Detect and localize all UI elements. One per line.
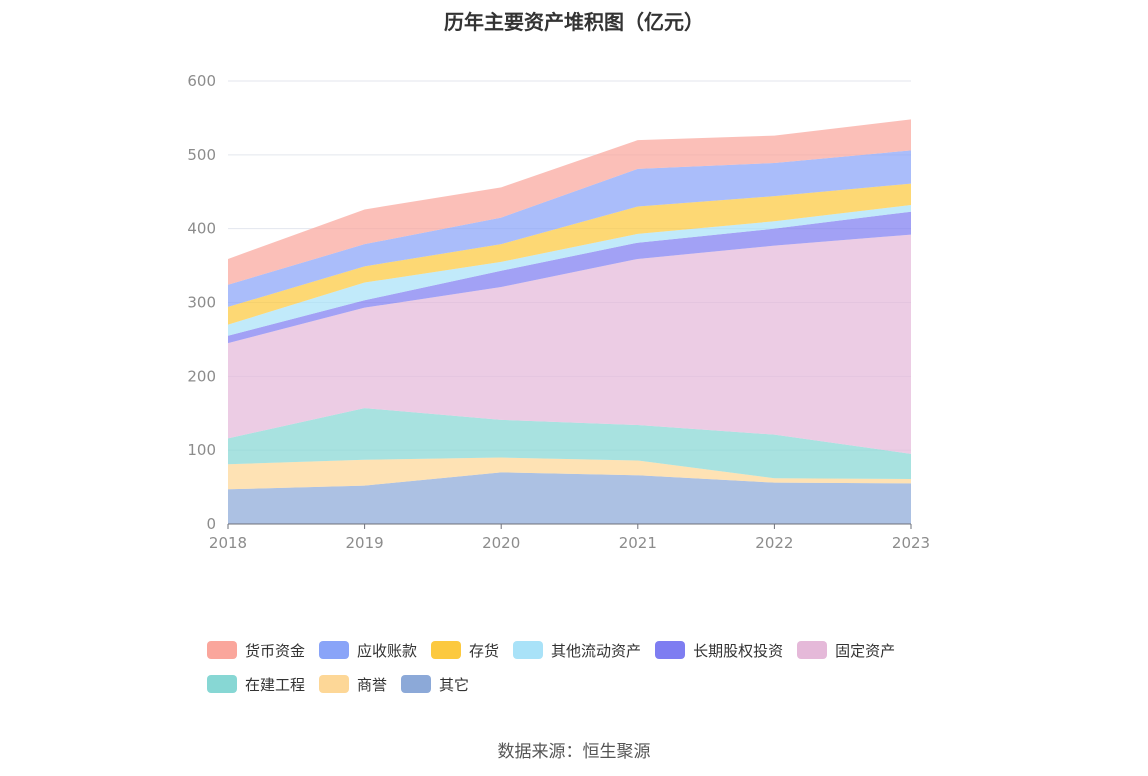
chart-title: 历年主要资产堆积图（亿元） (444, 10, 704, 34)
x-tick-label: 2020 (482, 534, 520, 552)
legend-label: 其他流动资产 (551, 641, 642, 660)
area-series-7 (228, 150, 911, 307)
y-tick-label: 300 (187, 294, 216, 312)
legend-swatch (319, 641, 350, 659)
y-tick-label: 200 (187, 367, 216, 385)
legend-label: 长期股权投资 (693, 641, 784, 660)
legend-label: 应收账款 (357, 641, 418, 660)
x-tick-label: 2021 (619, 534, 657, 552)
legend-item[interactable]: 应收账款 (319, 638, 417, 662)
x-tick-label: 2023 (892, 534, 930, 552)
y-tick-label: 400 (187, 220, 216, 238)
legend-item[interactable]: 其他流动资产 (513, 638, 641, 662)
axes: 0 100 200 300 400 500 600 2018 2019 2020 2021 2022 2… (187, 72, 930, 552)
legend-label: 固定资产 (835, 641, 896, 660)
y-tick-label: 0 (206, 515, 216, 533)
area-series-1 (228, 457, 911, 490)
legend-label: 货币资金 (245, 641, 306, 660)
y-tick-label: 600 (187, 72, 216, 90)
x-tick-label: 2019 (346, 534, 384, 552)
legend: 货币资金 应收账款 存货 其他流动资产 长期股权投资 固定资产在建工程 商誉 其它 (207, 638, 967, 706)
x-tick-label: 2018 (209, 534, 247, 552)
y-tick-label: 500 (187, 146, 216, 164)
legend-item[interactable]: 长期股权投资 (655, 638, 783, 662)
area-series-3 (228, 234, 911, 454)
legend-label: 商誉 (357, 675, 388, 694)
area-series-5 (228, 205, 911, 336)
legend-item[interactable]: 固定资产 (797, 638, 895, 662)
legend-swatch (207, 675, 237, 693)
stacked-area-chart: 0 100 200 300 400 500 600 2018 2019 2020 2021 2022 2… (187, 72, 930, 552)
legend-swatch (401, 675, 432, 693)
legend-item[interactable]: 货币资金 (207, 638, 305, 662)
y-tick-label: 100 (187, 441, 216, 459)
area-series (228, 119, 911, 524)
legend-item[interactable]: 其它 (401, 672, 469, 696)
area-series-2 (228, 408, 911, 479)
legend-item[interactable]: 商誉 (319, 672, 387, 696)
legend-label: 在建工程 (245, 675, 306, 694)
data-source-note: 数据来源：恒生聚源 (497, 742, 651, 762)
legend-swatch (797, 641, 828, 659)
legend-label: 存货 (469, 641, 500, 660)
area-series-6 (228, 183, 911, 325)
area-series-0 (228, 472, 911, 524)
area-series-8 (228, 119, 911, 285)
legend-swatch (319, 675, 350, 693)
legend-swatch (431, 641, 462, 659)
legend-swatch (655, 641, 686, 659)
x-tick-label: 2022 (755, 534, 793, 552)
area-series-4 (228, 211, 911, 344)
legend-item[interactable]: 存货 (431, 638, 499, 662)
legend-item[interactable]: 在建工程 (207, 672, 305, 696)
legend-label: 其它 (439, 675, 470, 694)
legend-swatch (513, 641, 544, 659)
legend-swatch (207, 641, 237, 659)
